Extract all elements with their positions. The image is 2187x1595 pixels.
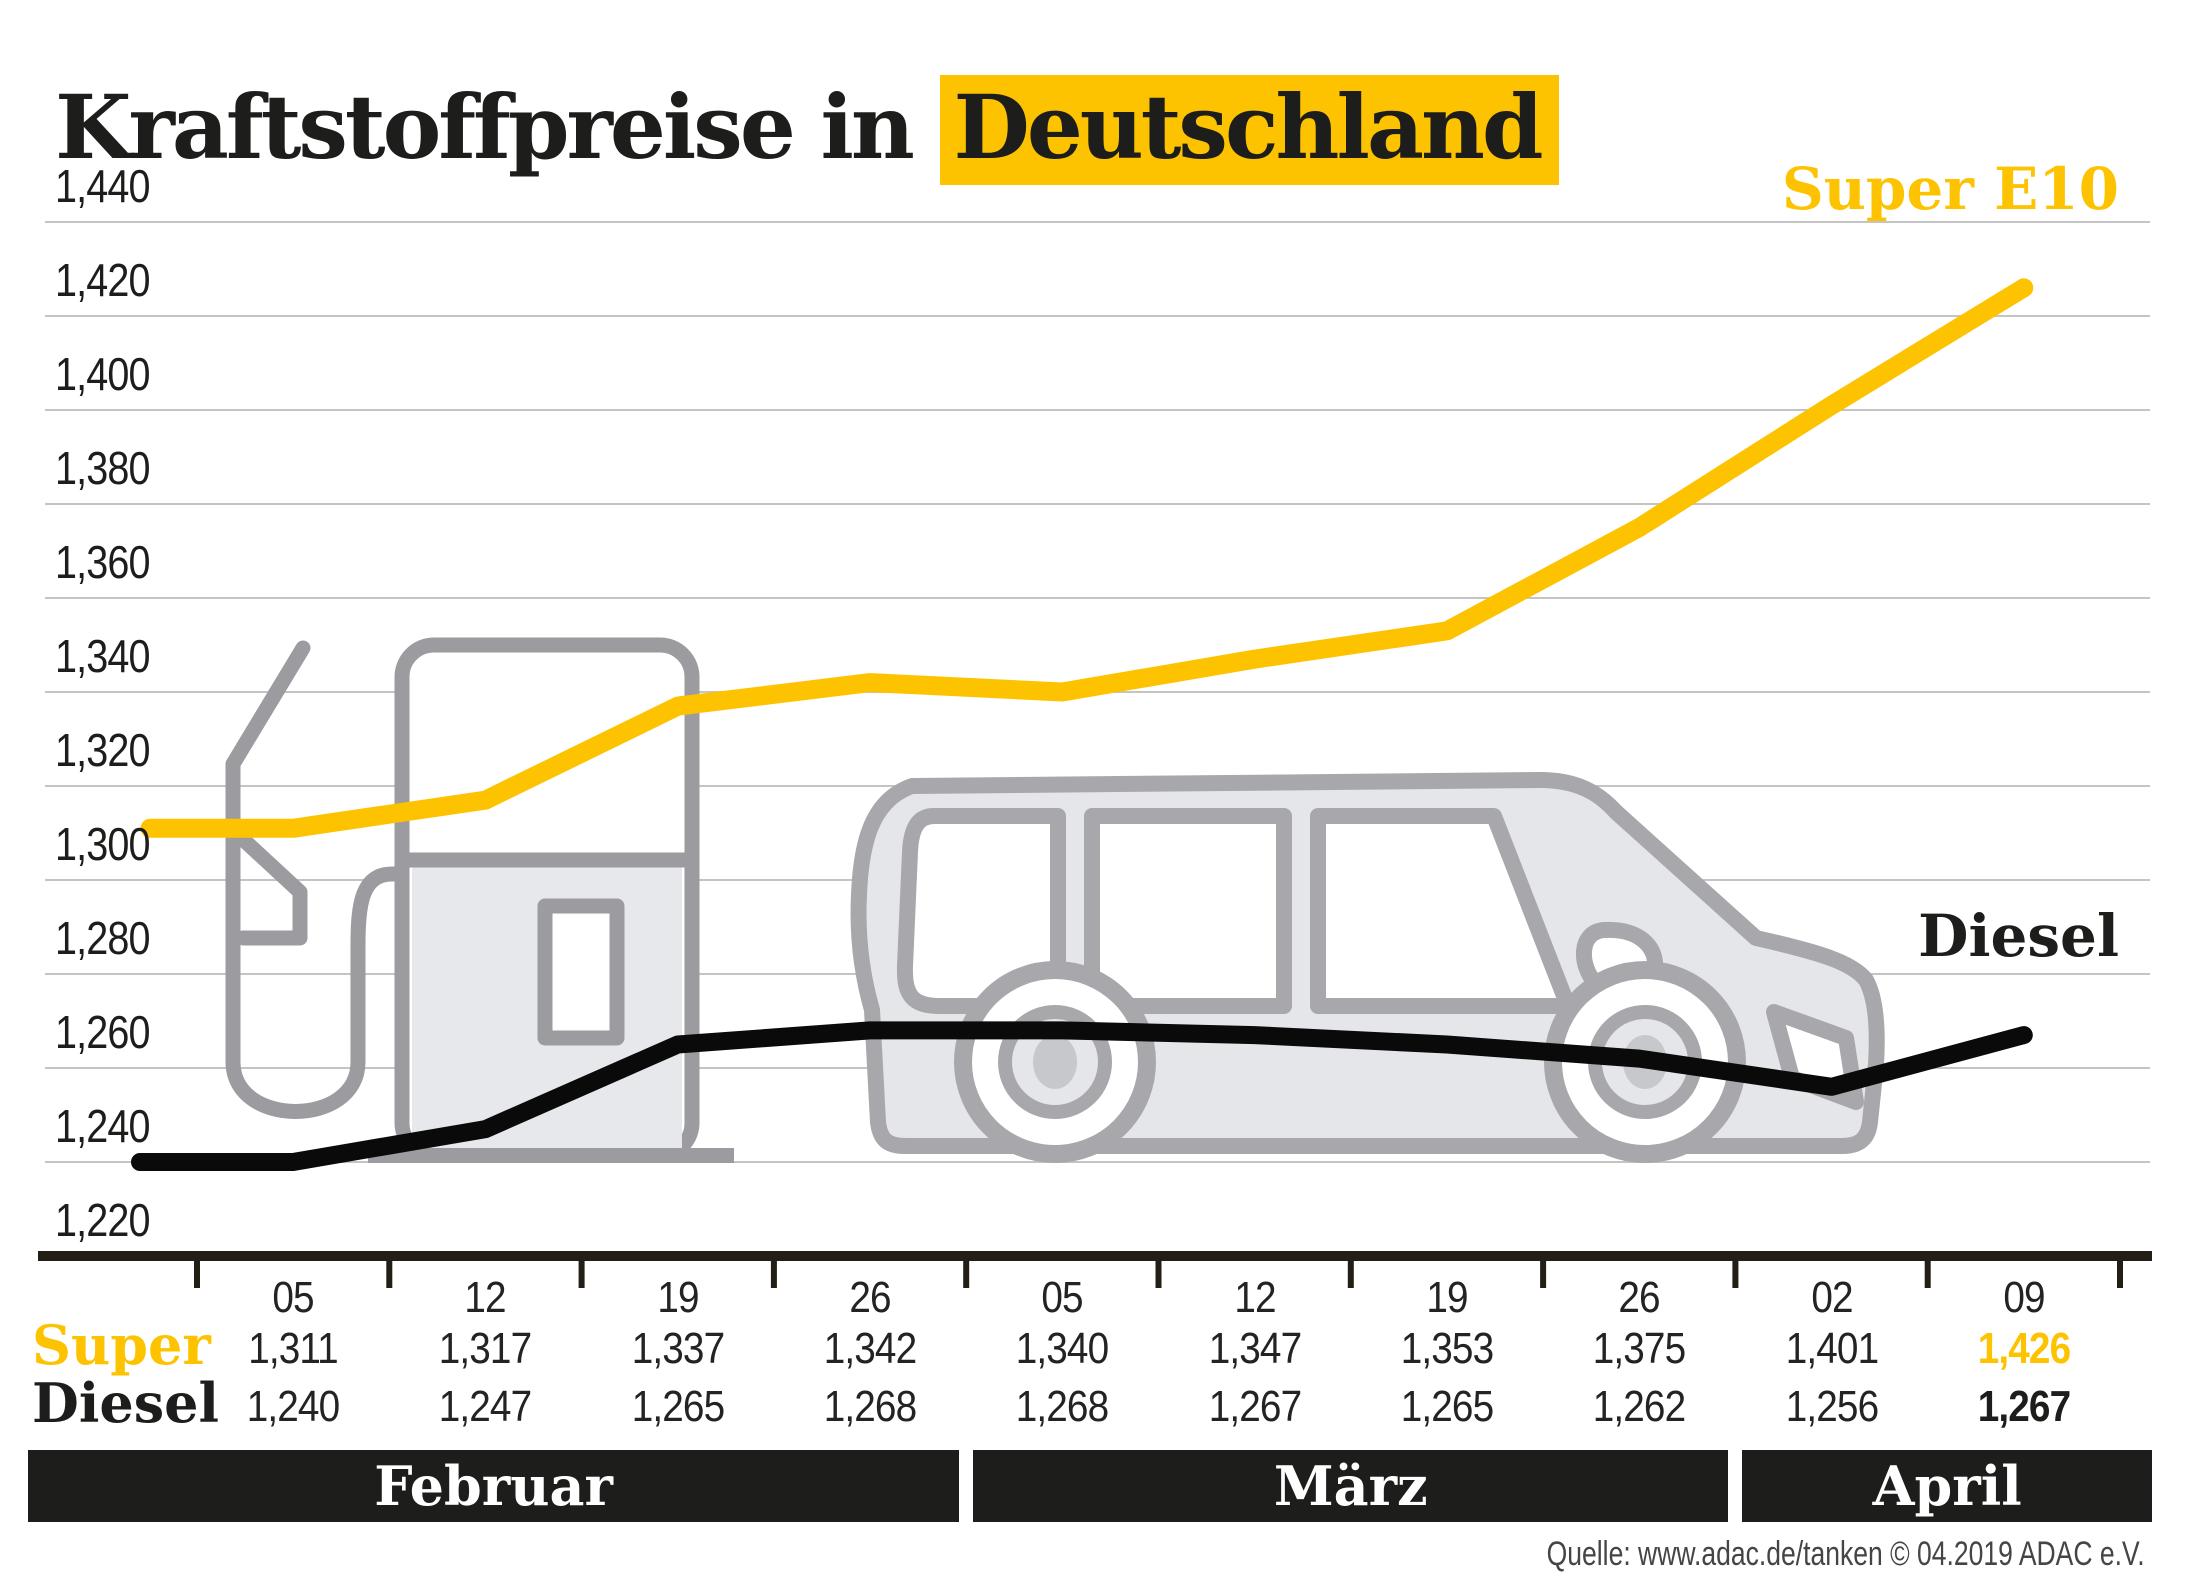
y-axis-tick-label: 1,300 — [55, 818, 151, 870]
month-band-label: März — [1273, 1454, 1428, 1518]
table-cell-diesel: 1,247 — [439, 1382, 532, 1431]
table-cell-diesel: 1,262 — [1592, 1382, 1686, 1431]
car-icon — [850, 772, 1885, 1163]
y-axis-tick-label: 1,240 — [55, 1100, 151, 1152]
x-axis-tick-label: 12 — [464, 1273, 507, 1322]
table-cell-super: 1,342 — [823, 1324, 917, 1373]
table-cell-diesel: 1,256 — [1785, 1382, 1878, 1431]
y-axis-tick-label: 1,420 — [55, 254, 151, 306]
x-axis-tick-label: 09 — [2003, 1273, 2045, 1322]
table-cell-diesel: 1,267 — [1208, 1382, 1301, 1431]
x-axis-line — [38, 1251, 2152, 1261]
x-axis-tick — [963, 1261, 970, 1288]
y-axis-tick-label: 1,400 — [55, 348, 151, 400]
x-axis-tick-label: 19 — [657, 1273, 699, 1322]
x-axis-tick — [386, 1261, 393, 1288]
y-axis-tick-label: 1,380 — [55, 442, 151, 494]
x-axis-tick-label: 12 — [1233, 1273, 1276, 1322]
x-axis-tick — [1924, 1261, 1931, 1288]
table-cell-diesel: 1,267 — [1977, 1382, 2071, 1431]
x-axis — [38, 1251, 2152, 1288]
page-title-text: Kraftstoffpreise in — [55, 74, 940, 179]
page-title-highlight: Deutschland — [939, 74, 1559, 185]
x-axis-tick — [770, 1261, 777, 1288]
y-axis-tick-label: 1,360 — [55, 536, 151, 588]
y-axis-tick-label: 1,280 — [55, 912, 151, 964]
x-axis-tick-label: 26 — [849, 1273, 891, 1322]
x-axis-tick — [1732, 1261, 1739, 1288]
table-cell-diesel: 1,268 — [823, 1382, 917, 1431]
table-cell-diesel: 1,265 — [631, 1382, 724, 1431]
diesel-line-label: Diesel — [1918, 902, 2119, 970]
table-cell-super: 1,347 — [1208, 1324, 1301, 1373]
table-cell-super: 1,311 — [248, 1324, 339, 1373]
x-axis-tick — [578, 1261, 585, 1288]
table-row-header-super: Super — [32, 1313, 211, 1377]
y-axis-tick-label: 1,260 — [55, 1006, 151, 1058]
table-cell-super: 1,353 — [1400, 1324, 1494, 1373]
x-axis-tick-label: 05 — [1041, 1273, 1084, 1322]
table-cell-diesel: 1,265 — [1400, 1382, 1494, 1431]
x-axis-tick-label: 19 — [1426, 1273, 1468, 1322]
x-axis-tick — [1347, 1261, 1354, 1288]
diesel-line — [131, 1021, 2033, 1171]
table-cell-super: 1,426 — [1977, 1324, 2071, 1373]
y-axis-tick-label: 1,340 — [55, 630, 151, 682]
x-axis-tick — [194, 1261, 200, 1288]
table-row-header-diesel: Diesel — [32, 1371, 219, 1435]
table-cell-super: 1,401 — [1785, 1324, 1878, 1373]
table-cell-super: 1,317 — [439, 1324, 532, 1373]
x-axis-tick-label: 05 — [272, 1273, 314, 1322]
y-axis-tick-label: 1,220 — [55, 1194, 151, 1246]
table-cell-super: 1,375 — [1592, 1324, 1686, 1373]
month-band-1: Februar — [28, 1450, 960, 1522]
table-cell-diesel: 1,240 — [246, 1382, 340, 1431]
x-axis-tick — [2117, 1261, 2123, 1288]
super-e10-line-label: Super E10 — [1781, 155, 2119, 223]
y-axis-tick-label: 1,320 — [55, 724, 151, 776]
table-cell-super: 1,337 — [631, 1324, 724, 1373]
super-e10-line — [140, 278, 2034, 838]
month-band-3: April — [1742, 1450, 2152, 1522]
x-axis-tick — [1540, 1261, 1547, 1288]
month-band-label: Februar — [374, 1454, 613, 1518]
source-note: Quelle: www.adac.de/tanken © 04.2019 ADA… — [1547, 1535, 2145, 1573]
month-band-label: April — [1872, 1454, 2022, 1518]
x-axis-tick — [1155, 1261, 1162, 1288]
y-axis-tick-label: 1,440 — [55, 160, 151, 212]
table-cell-super: 1,340 — [1016, 1324, 1109, 1373]
page-title: Kraftstoffpreise in Deutschland — [55, 73, 1559, 185]
x-axis-tick-label: 26 — [1618, 1273, 1661, 1322]
x-axis-tick-label: 02 — [1810, 1273, 1853, 1322]
month-band-2: März — [973, 1450, 1729, 1522]
table-cell-diesel: 1,268 — [1016, 1382, 1109, 1431]
